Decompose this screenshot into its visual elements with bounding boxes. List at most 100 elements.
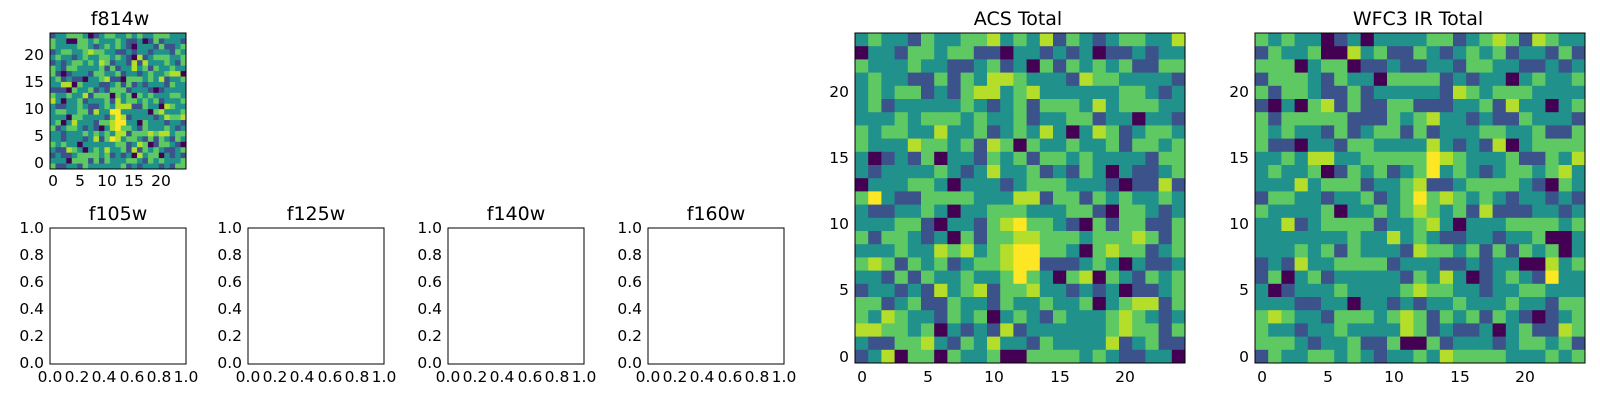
heatmap-cell: [947, 323, 961, 337]
heatmap-cell: [1519, 323, 1533, 337]
heatmap-cell: [169, 114, 176, 121]
heatmap-cell: [1079, 283, 1093, 298]
heatmap-cell: [1413, 244, 1427, 258]
heatmap-cell: [50, 114, 56, 121]
heatmap-cell: [921, 204, 935, 219]
heatmap-cell: [1532, 99, 1546, 113]
heatmap-cell: [907, 204, 922, 219]
heatmap-cell: [77, 152, 84, 159]
heatmap-cell: [98, 120, 105, 126]
heatmap-cell: [1519, 99, 1533, 113]
heatmap-cell: [1255, 112, 1269, 126]
heatmap-cell: [50, 120, 56, 126]
heatmap-cell: [1373, 85, 1388, 100]
heatmap-cell: [131, 43, 138, 50]
heatmap-cell: [973, 125, 988, 139]
heatmap-cell: [77, 125, 84, 132]
heatmap-cell: [1426, 204, 1441, 219]
heatmap-cell: [868, 85, 882, 100]
heatmap-cell: [1426, 217, 1441, 232]
heatmap-cell: [1532, 85, 1546, 100]
heatmap-cell: [104, 38, 111, 45]
heatmap-cell: [1492, 270, 1507, 285]
heatmap-cell: [1132, 191, 1146, 205]
heatmap-cell: [1413, 257, 1427, 271]
heatmap-cell: [71, 141, 78, 148]
heatmap-cell: [1439, 191, 1454, 205]
heatmap-cell: [82, 141, 89, 148]
heatmap-cell: [1053, 112, 1067, 126]
heatmap-cell: [1321, 217, 1335, 232]
heatmap-cell: [1307, 336, 1322, 351]
heatmap-cell: [115, 103, 122, 110]
heatmap-cell: [1255, 283, 1269, 298]
heatmap-cell: [1466, 231, 1480, 245]
heatmap-cell: [1013, 59, 1027, 73]
heatmap-cell: [1373, 244, 1388, 258]
heatmap-cell: [71, 65, 78, 72]
heatmap-cell: [164, 65, 171, 72]
heatmap-cell: [1321, 72, 1335, 87]
heatmap-cell: [60, 136, 67, 143]
y-tick-label: 0.8: [417, 246, 442, 264]
heatmap-cell: [120, 163, 127, 170]
heatmap-cell: [1268, 297, 1282, 311]
heatmap-cell: [1079, 310, 1093, 324]
heatmap-cell: [82, 158, 89, 164]
heatmap-cell: [1000, 283, 1014, 298]
heatmap-cell: [137, 103, 143, 110]
x-tick-label: 0: [857, 368, 867, 386]
heatmap-cell: [1000, 112, 1014, 126]
heatmap-cell: [109, 76, 116, 83]
heatmap-cell: [1321, 112, 1335, 126]
heatmap-cell: [77, 33, 84, 39]
heatmap-cell: [60, 98, 67, 105]
heatmap-cell: [77, 120, 84, 126]
heatmap-cell: [50, 38, 56, 45]
heatmap-cell: [1545, 310, 1559, 324]
heatmap-cell: [855, 33, 869, 47]
heatmap-cell: [1026, 336, 1041, 351]
heatmap-cell: [1532, 112, 1546, 126]
heatmap-cell: [907, 46, 922, 60]
heatmap-cell: [1400, 323, 1414, 337]
heatmap-cell: [50, 43, 56, 50]
heatmap-cell: [60, 141, 67, 148]
heatmap-cell: [1347, 244, 1361, 258]
heatmap-cell: [109, 152, 116, 159]
heatmap-cell: [1400, 112, 1414, 126]
heatmap-cell: [1466, 138, 1480, 153]
heatmap-cell: [894, 310, 909, 324]
heatmap-cell: [120, 38, 127, 45]
heatmap-cell: [855, 257, 869, 271]
heatmap-cell: [1545, 217, 1559, 232]
heatmap-cell: [1294, 244, 1309, 258]
heatmap-cell: [921, 270, 935, 285]
heatmap-cell: [77, 136, 84, 143]
y-tick-label: 0.0: [19, 354, 44, 372]
heatmap-cell: [1532, 191, 1546, 205]
heatmap-cell: [164, 152, 171, 159]
heatmap-cell: [1387, 72, 1401, 87]
heatmap-cell: [1558, 204, 1573, 219]
heatmap-cell: [93, 163, 100, 170]
heatmap-cell: [1413, 46, 1427, 60]
y-tick-label: 0.8: [217, 246, 242, 264]
heatmap-cell: [934, 217, 948, 232]
heatmap-cell: [1439, 217, 1454, 232]
heatmap-cell: [55, 109, 62, 115]
heatmap-cell: [934, 270, 948, 285]
heatmap-cell: [1268, 270, 1282, 285]
heatmap-cell: [1492, 231, 1507, 245]
heatmap-cell: [1360, 336, 1375, 351]
heatmap-cell: [1558, 151, 1573, 166]
heatmap-cell: [1255, 178, 1269, 192]
y-tick-label: 0.2: [217, 327, 242, 345]
heatmap-cell: [1307, 310, 1322, 324]
heatmap-cell: [93, 152, 100, 159]
heatmap-cell: [1105, 138, 1120, 153]
heatmap-cell: [1532, 336, 1546, 351]
heatmap-cell: [93, 49, 100, 56]
heatmap-cell: [1571, 151, 1586, 166]
heatmap-cell: [881, 244, 895, 258]
